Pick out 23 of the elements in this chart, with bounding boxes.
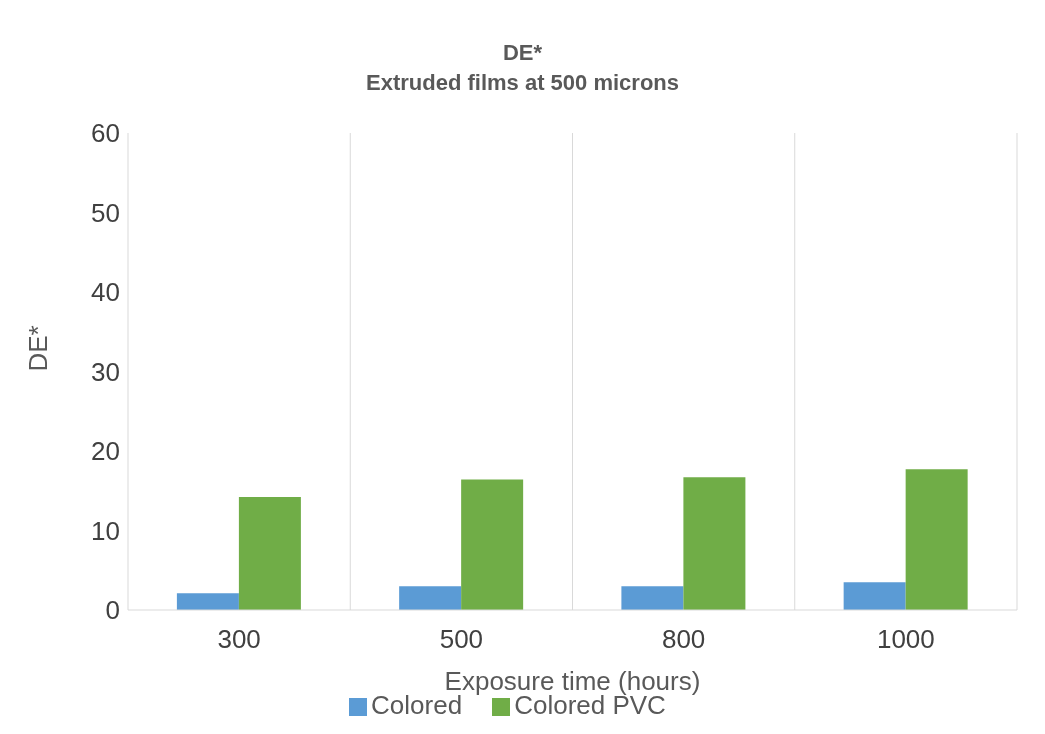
x-tick-label: 500 (439, 624, 484, 655)
y-tick-label: 60 (91, 118, 120, 149)
x-tick-label: 300 (217, 624, 261, 655)
y-tick-label: 10 (91, 515, 120, 546)
bar (683, 477, 746, 610)
bar (843, 582, 906, 610)
bar (176, 593, 239, 610)
legend-label: Colored (371, 690, 463, 720)
chart-subtitle: Extruded films at 500 microns (365, 69, 680, 97)
y-tick-label: 20 (91, 436, 120, 467)
bar (621, 586, 684, 610)
y-tick-label: 30 (91, 356, 120, 387)
y-tick-label: 50 (91, 197, 120, 228)
chart-title: DE* (501, 39, 544, 67)
bar (905, 469, 968, 610)
x-tick-label: 800 (661, 624, 706, 655)
bar (399, 586, 462, 610)
bar (238, 497, 301, 610)
bar (461, 479, 524, 610)
y-tick-label: 40 (91, 277, 120, 308)
y-tick-label: 0 (105, 595, 120, 626)
y-axis-title: DE* (23, 325, 54, 372)
x-tick-label: 1000 (876, 624, 935, 655)
